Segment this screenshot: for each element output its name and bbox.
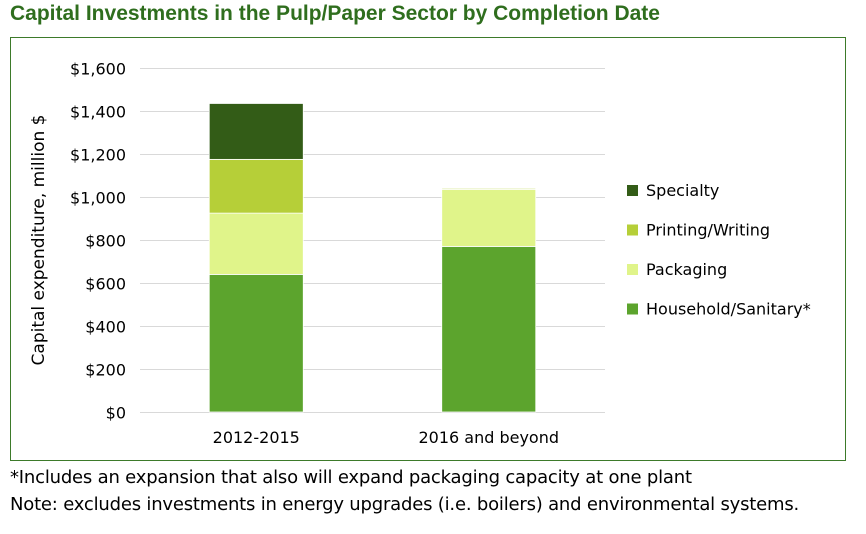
legend-swatch (627, 185, 638, 196)
y-tick-label: $200 (85, 361, 126, 380)
y-axis-label: Capital expenditure, million $ (29, 115, 49, 366)
y-tick-label: $1,200 (70, 146, 126, 165)
bar-segment (208, 273, 304, 413)
footnote-note: Note: excludes investments in energy upg… (10, 494, 800, 515)
bar-segment (441, 187, 537, 190)
y-axis-ticks: $0 $200 $400 $600 $800 $1,000 $1,200 $1,400 $1,6… (70, 60, 126, 423)
bar-segment (441, 246, 537, 413)
x-tick-label: 2012-2015 (213, 428, 300, 447)
legend-swatch (627, 303, 638, 315)
legend-label: Specialty (646, 181, 719, 200)
bar-segment (441, 189, 537, 247)
y-tick-label: $400 (85, 318, 126, 337)
legend-swatch (627, 264, 638, 275)
y-tick-label: $600 (85, 275, 126, 294)
legend: Specialty Printing/Writing Packaging Househ… (627, 181, 811, 319)
legend-label: Packaging (646, 260, 727, 279)
y-tick-label: $1,400 (70, 103, 126, 122)
chart-title: Capital Investments in the Pulp/Paper Se… (10, 2, 660, 25)
bars (208, 103, 537, 413)
legend-label: Printing/Writing (646, 221, 770, 240)
x-axis-ticks: 2012-2015 2016 and beyond (213, 428, 559, 447)
y-tick-label: $1,600 (70, 60, 126, 79)
bar-segment (208, 103, 304, 160)
footnote-asterisk: *Includes an expansion that also will ex… (10, 467, 692, 488)
bar-segment (208, 158, 304, 214)
legend-label: Household/Sanitary* (646, 300, 811, 319)
y-tick-label: $1,000 (70, 189, 126, 208)
chart-frame (10, 37, 846, 461)
y-tick-label: $0 (106, 404, 126, 423)
legend-swatch (627, 224, 638, 236)
x-tick-label: 2016 and beyond (418, 428, 559, 447)
y-tick-label: $800 (85, 232, 126, 251)
bar-segment (208, 212, 304, 275)
